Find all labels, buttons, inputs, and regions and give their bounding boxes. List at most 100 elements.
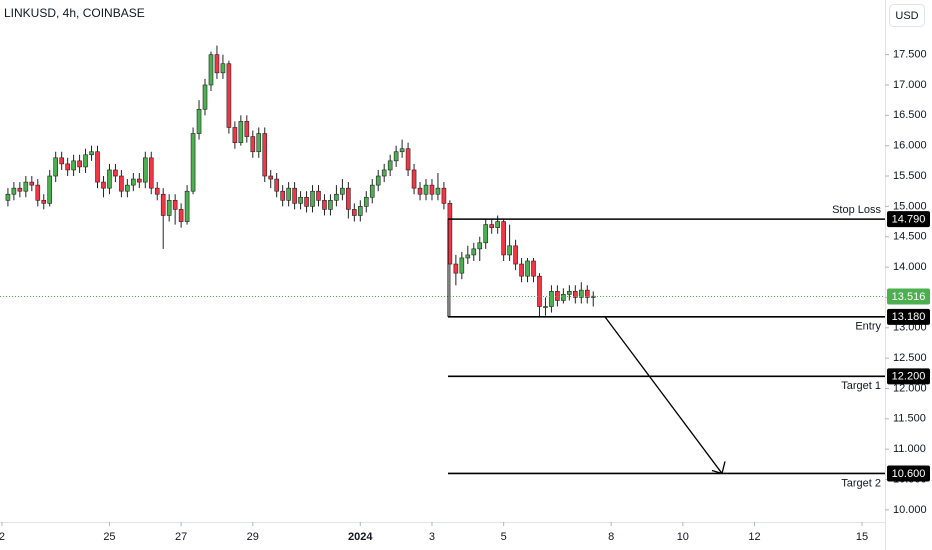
candle-body — [567, 291, 572, 295]
candle-body — [244, 121, 250, 137]
currency-button[interactable] — [889, 4, 925, 27]
x-tick-label: 8 — [608, 531, 614, 543]
candle-body — [549, 291, 554, 307]
candle-body — [381, 169, 387, 177]
candle-body — [477, 242, 483, 250]
level-price-box — [887, 308, 930, 325]
candle-body — [268, 175, 274, 180]
level-label: Target 2 — [841, 477, 881, 489]
candle-body — [411, 169, 417, 189]
candle-body — [148, 157, 154, 189]
candle-body — [441, 187, 447, 204]
candle-body — [352, 209, 357, 216]
level-label: Target 1 — [841, 380, 881, 392]
candle-body — [543, 306, 548, 308]
level-price-label: 13.180 — [892, 311, 926, 323]
candle-body — [334, 193, 339, 201]
chart-title: LINKUSD, 4h, COINBASE — [4, 6, 145, 20]
candle-body — [208, 54, 214, 86]
candle-body — [375, 175, 381, 186]
candle-body — [501, 221, 506, 256]
candle-body — [507, 245, 512, 256]
candle-body — [578, 289, 584, 298]
level-label: Stop Loss — [832, 204, 881, 216]
x-tick-label: 2024 — [348, 531, 373, 543]
candle-body — [77, 160, 82, 168]
level-price-box — [887, 368, 930, 385]
candle-body — [280, 190, 285, 201]
level-price-label: 14.790 — [892, 214, 926, 226]
y-tick-label: 12.000 — [893, 382, 927, 394]
level-price-box — [887, 465, 930, 482]
x-tick-label: 3 — [429, 531, 435, 543]
x-tick-label: 15 — [856, 531, 868, 543]
y-tick-label: 10.000 — [893, 504, 927, 516]
candle-body — [286, 187, 291, 201]
y-tick-label: 14.000 — [893, 261, 927, 273]
x-tick-label: 5 — [501, 531, 507, 543]
candle-body — [495, 221, 500, 228]
candle-body — [262, 133, 268, 177]
candle-body — [137, 178, 142, 183]
candle-body — [537, 275, 542, 307]
candle-body — [23, 181, 29, 192]
candle-body — [555, 291, 560, 301]
candle-body — [71, 160, 76, 171]
candle-body — [142, 157, 148, 183]
candle-body — [256, 133, 262, 153]
candle-body — [113, 169, 118, 177]
currency-label[interactable]: USD — [895, 10, 918, 22]
candle-body — [250, 136, 256, 153]
y-tick-label: 11.500 — [893, 413, 926, 425]
candle-body — [429, 184, 435, 195]
candle-body — [226, 63, 232, 128]
candle-body — [214, 54, 220, 74]
candle-body — [459, 257, 465, 274]
candle-body — [573, 291, 578, 298]
y-tick-label: 15.000 — [893, 200, 927, 212]
candle-body — [89, 151, 94, 156]
candle-body — [316, 190, 321, 201]
current-price-label: 13.516 — [892, 291, 926, 303]
candle-body — [561, 294, 566, 301]
candle-body — [322, 200, 327, 210]
candle-body — [417, 187, 423, 195]
candle-body — [513, 245, 518, 265]
candle-body — [298, 196, 303, 204]
candle-body — [346, 187, 351, 210]
candle-body — [584, 289, 590, 298]
level-label: Entry — [855, 321, 881, 333]
candle-body — [238, 121, 244, 143]
y-tick-label: 16.500 — [893, 109, 927, 121]
x-tick-label: 12 — [748, 531, 760, 543]
candle-body — [17, 187, 23, 192]
candle-body — [220, 63, 226, 74]
candle-body — [125, 184, 130, 192]
candle-body — [519, 263, 524, 277]
candle-body — [340, 187, 345, 195]
level-price-box — [887, 211, 930, 228]
candle-body — [172, 200, 178, 210]
candle-body — [178, 209, 184, 222]
candle-body — [53, 157, 58, 177]
candle-body — [101, 181, 106, 189]
candle-body — [369, 184, 375, 198]
candle-body — [107, 169, 112, 189]
candle-body — [166, 200, 172, 216]
candle-body — [119, 175, 124, 192]
current-price-box — [887, 288, 930, 305]
x-tick-label: 27 — [175, 531, 187, 543]
candle-body — [190, 133, 196, 192]
candle-body — [531, 260, 536, 277]
y-tick-label: 17.000 — [893, 79, 927, 91]
candle-body — [471, 248, 477, 256]
candle-body — [453, 263, 459, 274]
level-price-label: 10.600 — [892, 468, 926, 480]
candle-body — [399, 148, 405, 153]
y-tick-label: 12.500 — [893, 352, 927, 364]
candle-body — [483, 224, 489, 244]
candle-body — [95, 151, 100, 183]
level-price-label: 12.200 — [892, 371, 926, 383]
candle-body — [232, 127, 238, 143]
y-tick-label: 16.000 — [893, 140, 927, 152]
